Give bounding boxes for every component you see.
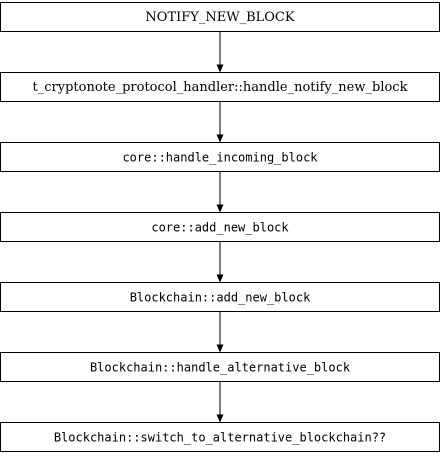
flow-node-box <box>0 422 440 452</box>
arrowhead-icon <box>216 274 224 283</box>
flow-node: Blockchain::switch_to_alternative_blockc… <box>0 422 440 452</box>
flow-arrow <box>216 31 224 73</box>
flow-node: core::handle_incoming_block <box>0 142 440 172</box>
flow-node: Blockchain::add_new_block <box>0 282 440 312</box>
flow-node-label: Blockchain::switch_to_alternative_blockc… <box>54 431 386 445</box>
arrowhead-icon <box>216 134 224 143</box>
flow-node-box <box>0 352 440 382</box>
nodes: NOTIFY_NEW_BLOCK t_cryptonote_protocol_ha… <box>0 2 440 452</box>
flow-arrow <box>216 101 224 143</box>
arrowhead-icon <box>216 344 224 353</box>
flow-node-label: core::add_new_block <box>151 221 289 235</box>
flow-node-box <box>0 2 440 32</box>
flow-node-label: NOTIFY_NEW_BLOCK <box>145 10 294 25</box>
flow-arrow <box>216 171 224 213</box>
flow-arrow <box>216 241 224 283</box>
flow-arrow <box>216 311 224 353</box>
flow-node: NOTIFY_NEW_BLOCK <box>0 2 440 32</box>
flow-node-label: core::handle_incoming_block <box>122 151 318 165</box>
flow-node-box <box>0 212 440 242</box>
flow-node-box <box>0 72 440 102</box>
edges <box>216 31 224 423</box>
flow-arrow <box>216 381 224 423</box>
arrowhead-icon <box>216 204 224 213</box>
arrowhead-icon <box>216 64 224 73</box>
flow-node: t_cryptonote_protocol_handler::handle_no… <box>0 72 440 102</box>
flow-node-label: t_cryptonote_protocol_handler::handle_no… <box>33 80 408 95</box>
flow-node-label: Blockchain::add_new_block <box>130 291 311 305</box>
flow-node-box <box>0 142 440 172</box>
flow-node-label: Blockchain::handle_alternative_block <box>90 361 351 375</box>
flow-node: core::add_new_block <box>0 212 440 242</box>
flow-node-box <box>0 282 440 312</box>
flow-node: Blockchain::handle_alternative_block <box>0 352 440 382</box>
arrowhead-icon <box>216 414 224 423</box>
